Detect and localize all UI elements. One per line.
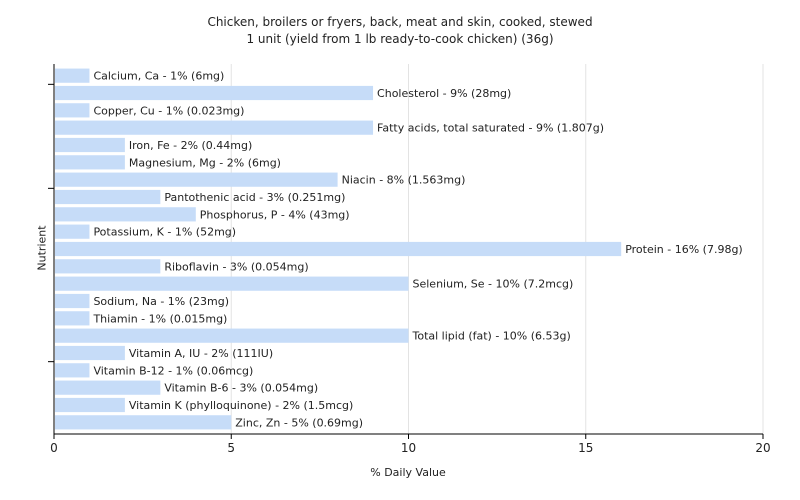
bar	[55, 328, 409, 343]
chart-subtitle: 1 unit (yield from 1 lb ready-to-cook ch…	[246, 32, 554, 46]
bar-data-label: Cholesterol - 9% (28mg)	[377, 87, 511, 100]
bar	[55, 189, 161, 205]
bar-data-label: Calcium, Ca - 1% (6mg)	[93, 70, 224, 83]
bar-data-label: Selenium, Se - 10% (7.2mcg)	[413, 278, 574, 291]
bar-data-label: Potassium, K - 1% (52mg)	[93, 226, 236, 239]
x-tick-label: 20	[755, 441, 770, 455]
bar	[55, 276, 409, 291]
bar-data-label: Fatty acids, total saturated - 9% (1.807…	[377, 122, 604, 135]
bar-data-label: Vitamin A, IU - 2% (111IU)	[129, 347, 273, 360]
bar	[55, 172, 338, 187]
bar-data-label: Niacin - 8% (1.563mg)	[342, 174, 466, 187]
bar	[55, 293, 90, 309]
bar	[55, 241, 622, 257]
bar	[55, 224, 90, 239]
bar-data-label: Riboflavin - 3% (0.054mg)	[164, 260, 308, 273]
bar-data-label: Zinc, Zn - 5% (0.69mg)	[235, 416, 363, 429]
bar-data-label: Magnesium, Mg - 2% (6mg)	[129, 156, 281, 169]
bar	[55, 345, 125, 361]
bar-data-label: Phosphorus, P - 4% (43mg)	[200, 208, 350, 221]
x-tick-label: 5	[227, 441, 235, 455]
x-tick-label: 10	[401, 441, 416, 455]
bar	[55, 155, 125, 170]
bar	[55, 137, 125, 153]
y-axis-label: Nutrient	[35, 225, 49, 271]
bar-data-label: Vitamin B-12 - 1% (0.06mcg)	[93, 364, 253, 377]
x-axis-label: % Daily Value	[370, 466, 446, 479]
chart-title: Chicken, broilers or fryers, back, meat …	[207, 15, 593, 29]
bar-data-label: Thiamin - 1% (0.015mg)	[92, 312, 227, 325]
bar-data-label: Pantothenic acid - 3% (0.251mg)	[164, 191, 345, 204]
bar-data-label: Vitamin B-6 - 3% (0.054mg)	[164, 382, 318, 395]
bar	[55, 68, 90, 83]
x-tick-label: 15	[578, 441, 593, 455]
bar-data-label: Total lipid (fat) - 10% (6.53g)	[412, 330, 571, 343]
bar	[55, 380, 161, 395]
bar	[55, 85, 374, 101]
bar	[55, 397, 125, 413]
bar	[55, 363, 90, 378]
bar	[55, 311, 90, 326]
bar	[55, 207, 196, 222]
bar-data-label: Vitamin K (phylloquinone) - 2% (1.5mcg)	[129, 399, 353, 412]
bar	[55, 415, 232, 430]
bar-data-label: Iron, Fe - 2% (0.44mg)	[129, 139, 252, 152]
x-tick-label: 0	[50, 441, 58, 455]
bar	[55, 103, 90, 118]
bar-data-label: Sodium, Na - 1% (23mg)	[93, 295, 229, 308]
bar	[55, 120, 374, 135]
bar	[55, 259, 161, 274]
bar-data-label: Protein - 16% (7.98g)	[625, 243, 743, 256]
bar-data-label: Copper, Cu - 1% (0.023mg)	[93, 104, 244, 117]
